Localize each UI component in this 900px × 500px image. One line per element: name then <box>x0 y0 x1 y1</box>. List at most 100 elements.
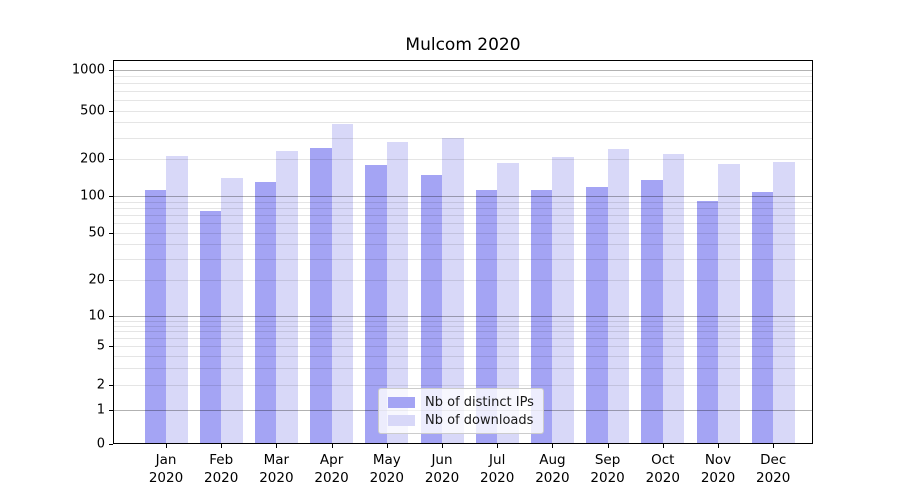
x-tick-mark <box>276 444 278 448</box>
x-tick-year: 2020 <box>535 470 570 486</box>
legend-label: Nb of downloads <box>425 412 534 428</box>
chart-title: Mulcom 2020 <box>405 35 521 55</box>
y-tick-label: 200 <box>80 151 105 167</box>
bar-downloads <box>166 156 188 443</box>
y-tick-mark <box>109 385 113 386</box>
x-tick-label: Jul 2020 <box>468 451 526 487</box>
gridline <box>114 99 812 101</box>
gridline <box>114 325 812 327</box>
x-tick-label: Feb 2020 <box>192 451 250 487</box>
gridline <box>114 244 812 246</box>
bar-downloads <box>276 151 298 443</box>
x-tick-label: Jun 2020 <box>413 451 471 487</box>
gridline <box>114 331 812 333</box>
y-tick-label: 100 <box>80 188 105 204</box>
y-tick-label: 50 <box>88 225 105 241</box>
x-tick-label: Dec 2020 <box>744 451 802 487</box>
bar-downloads <box>773 162 795 443</box>
y-tick-mark <box>109 70 113 71</box>
bar-distinct-ips <box>420 175 442 443</box>
gridline <box>114 320 812 322</box>
gridline <box>114 338 812 340</box>
y-tick-label: 2 <box>96 377 105 393</box>
x-tick-year: 2020 <box>424 470 460 486</box>
y-tick-mark <box>109 346 113 347</box>
x-tick-year: 2020 <box>480 470 515 486</box>
bar-distinct-ips <box>751 192 774 443</box>
x-tick-mark <box>442 444 443 448</box>
bar-distinct-ips <box>254 182 277 443</box>
x-tick-label: Aug 2020 <box>523 451 581 487</box>
gridline <box>114 215 812 216</box>
y-tick-label: 10 <box>88 308 105 324</box>
y-tick-mark <box>109 279 113 281</box>
gridline <box>114 385 812 386</box>
x-tick-year: 2020 <box>314 470 349 486</box>
legend: Nb of distinct IPs Nb of downloads <box>378 388 544 434</box>
bar-downloads <box>662 153 685 443</box>
x-tick-label: Oct 2020 <box>634 451 692 487</box>
x-tick-label: Apr 2020 <box>303 451 361 487</box>
y-tick-label: 0 <box>96 436 105 452</box>
x-tick-mark <box>773 444 775 448</box>
gridline <box>114 90 812 92</box>
legend-item-downloads: Nb of downloads <box>388 413 543 428</box>
y-tick-mark <box>109 410 113 411</box>
x-tick-label: May 2020 <box>358 451 416 487</box>
y-tick-mark <box>109 159 113 160</box>
bar-distinct-ips <box>475 190 498 443</box>
x-tick-mark <box>386 444 388 448</box>
x-tick-year: 2020 <box>590 470 625 486</box>
gridline <box>114 355 812 357</box>
x-tick-mark <box>331 444 333 448</box>
x-tick-month: Jul <box>489 452 506 468</box>
x-tick-mark <box>718 444 719 448</box>
bar-distinct-ips <box>641 180 663 443</box>
x-tick-mark <box>552 444 554 448</box>
bar-downloads <box>552 157 574 443</box>
gridline <box>114 70 812 71</box>
gridline <box>114 279 812 281</box>
x-tick-year: 2020 <box>259 470 294 486</box>
x-tick-month: Sep <box>594 452 621 468</box>
x-tick-mark <box>221 444 223 448</box>
legend-label: Nb of distinct IPs <box>425 394 534 410</box>
bar-downloads <box>718 163 740 443</box>
bar-downloads <box>331 123 354 443</box>
y-tick-label: 1 <box>96 402 105 418</box>
y-tick-label: 5 <box>96 338 105 354</box>
y-tick-mark <box>109 316 113 317</box>
x-tick-month: May <box>372 452 401 468</box>
y-tick-mark <box>109 110 113 112</box>
x-tick-label: Mar 2020 <box>247 451 305 487</box>
x-tick-year: 2020 <box>645 470 680 486</box>
bar-distinct-ips <box>696 200 718 443</box>
gridline <box>114 367 812 369</box>
bar-distinct-ips <box>530 189 553 443</box>
y-tick-label: 20 <box>88 272 105 287</box>
x-tick-year: 2020 <box>204 470 239 486</box>
y-tick-mark <box>109 233 113 234</box>
x-tick-year: 2020 <box>369 470 404 486</box>
bar-distinct-ips <box>310 148 332 443</box>
gridline <box>114 207 812 209</box>
x-tick-month: Feb <box>209 452 234 468</box>
bar-downloads <box>607 148 630 443</box>
gridline <box>114 83 812 84</box>
x-tick-month: Mar <box>263 452 290 468</box>
gridline <box>114 137 812 139</box>
bar-distinct-ips <box>365 164 387 443</box>
bar-downloads <box>221 178 243 443</box>
x-tick-month: Apr <box>319 452 344 468</box>
x-tick-month: Jan <box>155 452 177 468</box>
gridline <box>114 223 812 225</box>
y-tick-label: 500 <box>80 103 105 118</box>
bar-downloads <box>442 138 464 443</box>
legend-swatch-downloads <box>388 414 415 426</box>
bar-distinct-ips <box>586 187 608 443</box>
x-tick-label: Sep 2020 <box>579 451 637 487</box>
x-tick-month: Aug <box>539 452 566 468</box>
gridline <box>114 110 812 112</box>
plot-area <box>113 60 813 444</box>
bar-downloads <box>386 142 409 443</box>
